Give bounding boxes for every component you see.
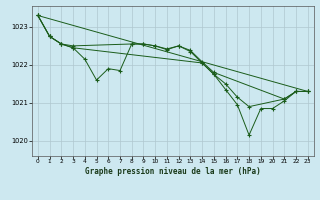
X-axis label: Graphe pression niveau de la mer (hPa): Graphe pression niveau de la mer (hPa) [85,167,261,176]
